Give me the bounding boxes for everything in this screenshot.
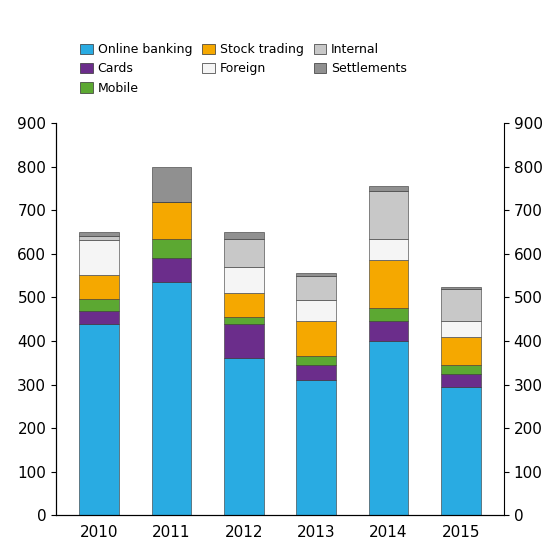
Bar: [224, 239, 264, 267]
Bar: [368, 341, 408, 515]
Bar: [152, 282, 192, 515]
Bar: [80, 236, 119, 240]
Bar: [368, 260, 408, 309]
Bar: [224, 232, 264, 239]
Bar: [224, 324, 264, 358]
Bar: [441, 365, 480, 374]
Bar: [441, 287, 480, 289]
Bar: [296, 300, 336, 321]
Bar: [152, 258, 192, 282]
Bar: [80, 299, 119, 311]
Bar: [441, 289, 480, 321]
Bar: [152, 239, 192, 258]
Bar: [224, 317, 264, 324]
Bar: [224, 358, 264, 515]
Bar: [441, 321, 480, 337]
Bar: [80, 275, 119, 299]
Bar: [296, 273, 336, 276]
Bar: [296, 321, 336, 356]
Bar: [441, 337, 480, 365]
Bar: [368, 239, 408, 260]
Bar: [296, 380, 336, 515]
Bar: [224, 293, 264, 317]
Bar: [152, 167, 192, 202]
Bar: [224, 267, 264, 293]
Bar: [80, 324, 119, 515]
Bar: [441, 374, 480, 387]
Bar: [80, 311, 119, 324]
Bar: [296, 276, 336, 300]
Bar: [368, 191, 408, 239]
Bar: [80, 232, 119, 236]
Bar: [368, 309, 408, 321]
Bar: [296, 365, 336, 380]
Bar: [80, 240, 119, 275]
Bar: [441, 387, 480, 515]
Bar: [368, 186, 408, 191]
Bar: [152, 202, 192, 239]
Bar: [296, 356, 336, 365]
Legend: Online banking, Cards, Mobile, Stock trading, Foreign, Internal, Settlements: Online banking, Cards, Mobile, Stock tra…: [80, 43, 407, 95]
Bar: [368, 321, 408, 341]
